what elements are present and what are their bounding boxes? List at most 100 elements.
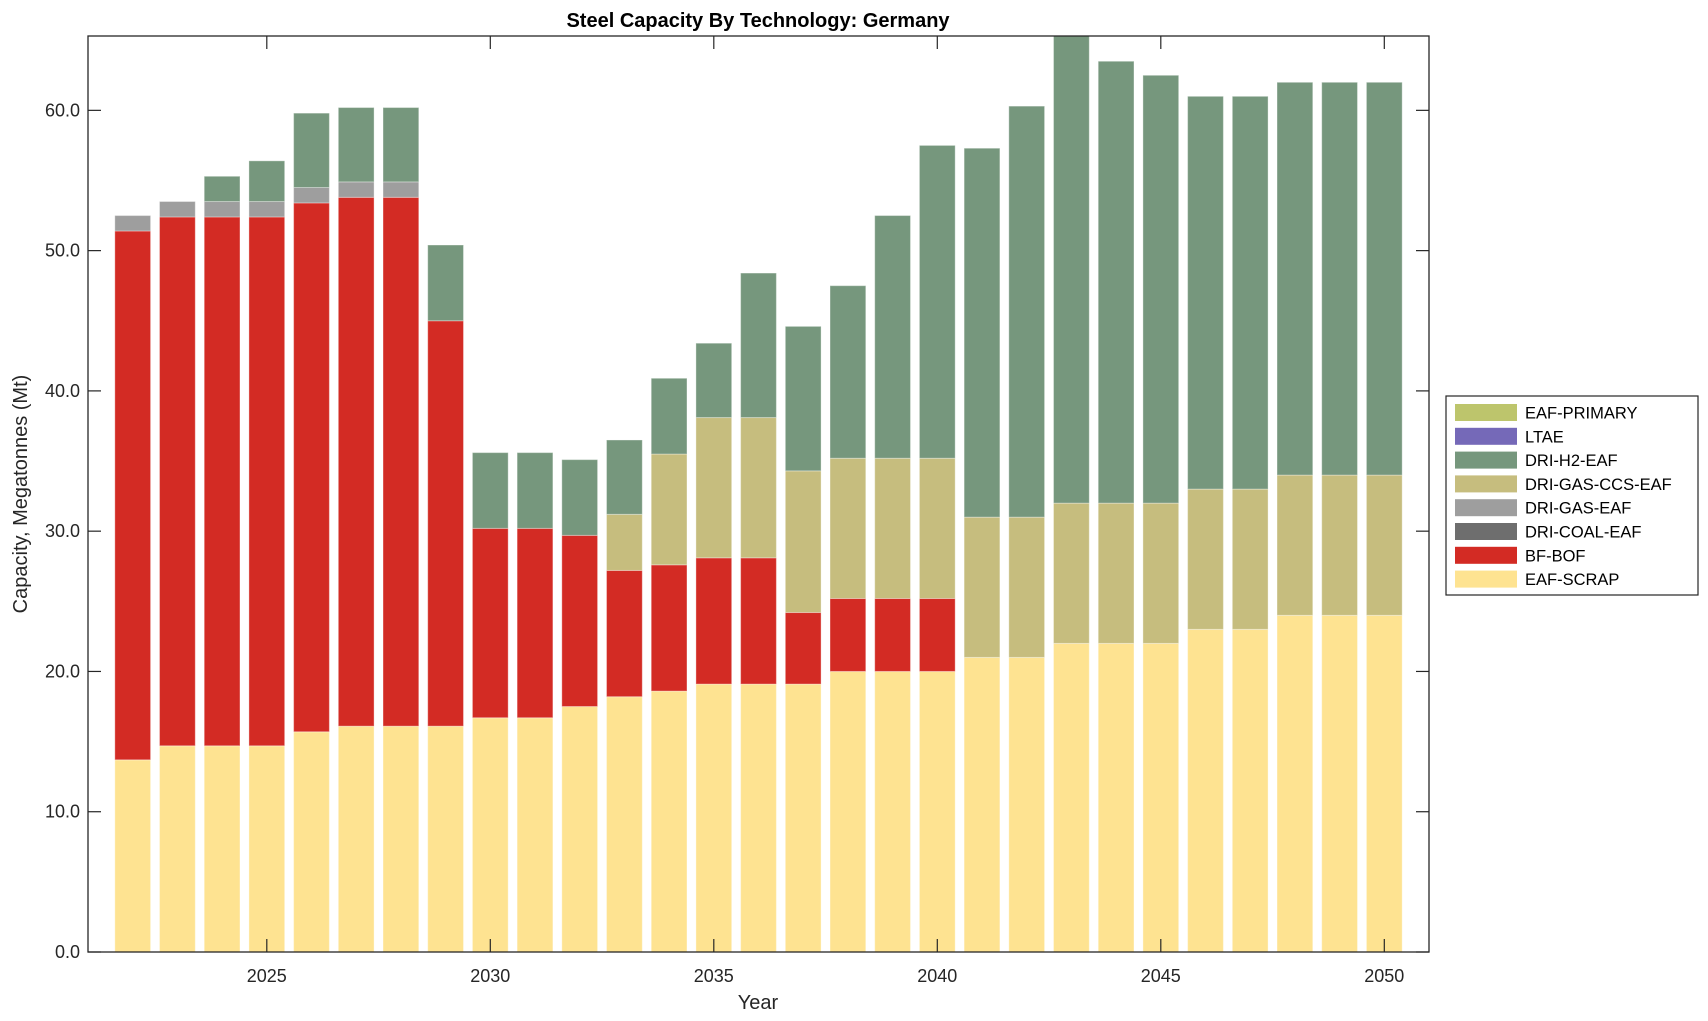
bar-segment-eaf-scrap-2045: [1142, 642, 1180, 952]
bar-segment-dri-h2-eaf-2042: [1008, 105, 1046, 518]
bar-segment-dri-gas-eaf-2023: [159, 201, 196, 218]
x-tick-label: 2025: [247, 966, 287, 986]
plot-frame: [87, 35, 1430, 953]
bar-segment-dri-h2-eaf-2045: [1142, 74, 1180, 504]
bar-segment-dri-h2-eaf-2038: [829, 285, 867, 459]
bar-segment-eaf-scrap-2023: [159, 745, 196, 952]
legend: EAF-PRIMARY LTAE DRI-H2-EAF DRI-GAS-CCS-EAF…: [1445, 395, 1699, 596]
bar-segment-eaf-scrap-2030: [471, 717, 509, 952]
bar-segment-dri-gas-ccs-eaf-2034: [650, 453, 688, 566]
bar-segment-bf-bof-2024: [203, 216, 241, 747]
bar-segment-dri-gas-eaf-2025: [248, 201, 286, 218]
bar-segment-dri-gas-ccs-eaf-2039: [874, 457, 911, 600]
bar-segment-dri-gas-ccs-eaf-2037: [784, 470, 822, 614]
bar-segment-dri-gas-ccs-eaf-2041: [963, 516, 1001, 658]
bar-segment-eaf-scrap-2041: [963, 656, 1001, 952]
bar-segment-dri-gas-ccs-eaf-2044: [1097, 502, 1135, 644]
bar-segment-eaf-scrap-2025: [248, 745, 286, 952]
bar-segment-bf-bof-2038: [829, 598, 867, 672]
x-axis: 2025 2030 2035 2040 2045 2050: [247, 36, 1404, 986]
legend-label: DRI-GAS-CCS-EAF: [1525, 476, 1672, 494]
bar-segment-dri-gas-eaf-2022: [114, 215, 152, 232]
bar-segment-dri-gas-ccs-eaf-2043: [1053, 502, 1090, 644]
bar-segment-bf-bof-2037: [784, 612, 822, 685]
legend-swatch: [1455, 546, 1517, 564]
bar-segment-dri-h2-eaf-2037: [784, 325, 822, 472]
y-tick-label: 0.0: [55, 942, 80, 962]
legend-item-dri-coal-eaf: DRI-COAL-EAF: [1455, 523, 1641, 542]
bar-segment-dri-gas-ccs-eaf-2035: [695, 417, 733, 559]
bar-segment-dri-h2-eaf-2026: [293, 112, 330, 188]
legend-item-ltae: LTAE: [1455, 427, 1564, 446]
y-tick-label: 20.0: [45, 661, 80, 681]
x-tick-label: 2045: [1141, 966, 1181, 986]
bar-segment-eaf-scrap-2034: [650, 690, 688, 952]
bar-segment-dri-h2-eaf-2033: [606, 439, 643, 515]
bar-segment-dri-gas-ccs-eaf-2036: [740, 417, 777, 559]
bar-segment-dri-h2-eaf-2029: [427, 244, 464, 322]
bar-segment-dri-gas-ccs-eaf-2048: [1276, 474, 1314, 616]
bar-segment-bf-bof-2030: [471, 527, 509, 719]
bar-segment-dri-gas-ccs-eaf-2046: [1187, 488, 1224, 630]
bar-segment-dri-h2-eaf-2047: [1231, 95, 1269, 490]
bar-segment-dri-h2-eaf-2050: [1365, 81, 1403, 476]
bar-segment-dri-h2-eaf-2031: [516, 452, 554, 529]
bar-segment-dri-h2-eaf-2048: [1276, 81, 1314, 476]
bar-segment-bf-bof-2032: [561, 534, 599, 708]
bar-segment-eaf-scrap-2040: [918, 670, 956, 952]
bar-segment-eaf-scrap-2036: [740, 683, 777, 952]
legend-item-eaf-scrap: EAF-SCRAP: [1455, 570, 1619, 589]
bar-segment-dri-h2-eaf-2043: [1053, 36, 1090, 504]
bar-segment-dri-h2-eaf-2024: [203, 175, 241, 203]
x-tick-label: 2035: [694, 966, 734, 986]
legend-swatch: [1455, 523, 1517, 540]
bar-segment-eaf-scrap-2029: [427, 725, 464, 952]
legend-label: DRI-COAL-EAF: [1525, 524, 1641, 542]
bar-segment-bf-bof-2027: [337, 196, 375, 727]
bar-segment-eaf-scrap-2038: [829, 670, 867, 952]
bar-segment-bf-bof-2023: [159, 216, 196, 747]
bar-segment-eaf-scrap-2046: [1187, 628, 1224, 952]
y-tick-label: 10.0: [45, 802, 80, 822]
bar-segment-eaf-scrap-2022: [114, 759, 152, 952]
bar-segment-bf-bof-2022: [114, 230, 152, 761]
legend-label: EAF-PRIMARY: [1525, 405, 1637, 423]
legend-item-dri-h2-eaf: DRI-H2-EAF: [1455, 451, 1618, 470]
legend-swatch: [1455, 570, 1517, 588]
bar-segment-bf-bof-2025: [248, 216, 286, 747]
bar-segment-dri-gas-ccs-eaf-2050: [1365, 474, 1403, 616]
legend-swatch: [1455, 427, 1517, 445]
bar-segment-eaf-scrap-2039: [874, 670, 911, 952]
legend-label: DRI-GAS-EAF: [1525, 500, 1631, 518]
x-tick-label: 2040: [917, 966, 957, 986]
bar-segment-dri-gas-ccs-eaf-2038: [829, 457, 867, 600]
bar-segment-dri-h2-eaf-2034: [650, 377, 688, 455]
bar-segment-eaf-scrap-2048: [1276, 614, 1314, 952]
bar-segment-dri-h2-eaf-2049: [1321, 81, 1358, 476]
bar-segment-dri-h2-eaf-2044: [1097, 60, 1135, 504]
bar-segment-bf-bof-2039: [874, 598, 911, 672]
bar-segment-dri-h2-eaf-2032: [561, 459, 599, 536]
bar-segment-dri-gas-eaf-2024: [203, 201, 241, 218]
y-axis: 0.0 10.0 20.0 30.0 40.0 50.0 60.0: [45, 100, 1429, 962]
bar-segment-dri-h2-eaf-2028: [382, 107, 420, 183]
bar-segment-dri-h2-eaf-2040: [918, 144, 956, 459]
legend-swatch: [1455, 475, 1517, 493]
bar-segment-dri-h2-eaf-2036: [740, 272, 777, 419]
bar-segment-eaf-scrap-2050: [1365, 614, 1403, 952]
bar-segment-eaf-scrap-2032: [561, 706, 599, 952]
legend-item-dri-gas-ccs-eaf: DRI-GAS-CCS-EAF: [1455, 475, 1672, 494]
bar-segment-bf-bof-2029: [427, 320, 464, 727]
bar-segment-dri-h2-eaf-2035: [695, 342, 733, 419]
bar-segment-bf-bof-2035: [695, 557, 733, 685]
bar-segment-bf-bof-2031: [516, 527, 554, 719]
bar-segment-dri-h2-eaf-2041: [963, 147, 1001, 518]
bar-segment-bf-bof-2034: [650, 564, 688, 692]
bar-segment-dri-h2-eaf-2030: [471, 452, 509, 529]
bar-segment-eaf-scrap-2037: [784, 683, 822, 952]
bar-segment-dri-gas-ccs-eaf-2033: [606, 513, 643, 571]
bar-segment-bf-bof-2033: [606, 569, 643, 698]
bar-segment-dri-h2-eaf-2039: [874, 215, 911, 459]
bar-segment-eaf-scrap-2024: [203, 745, 241, 952]
bar-segment-dri-gas-ccs-eaf-2047: [1231, 488, 1269, 630]
